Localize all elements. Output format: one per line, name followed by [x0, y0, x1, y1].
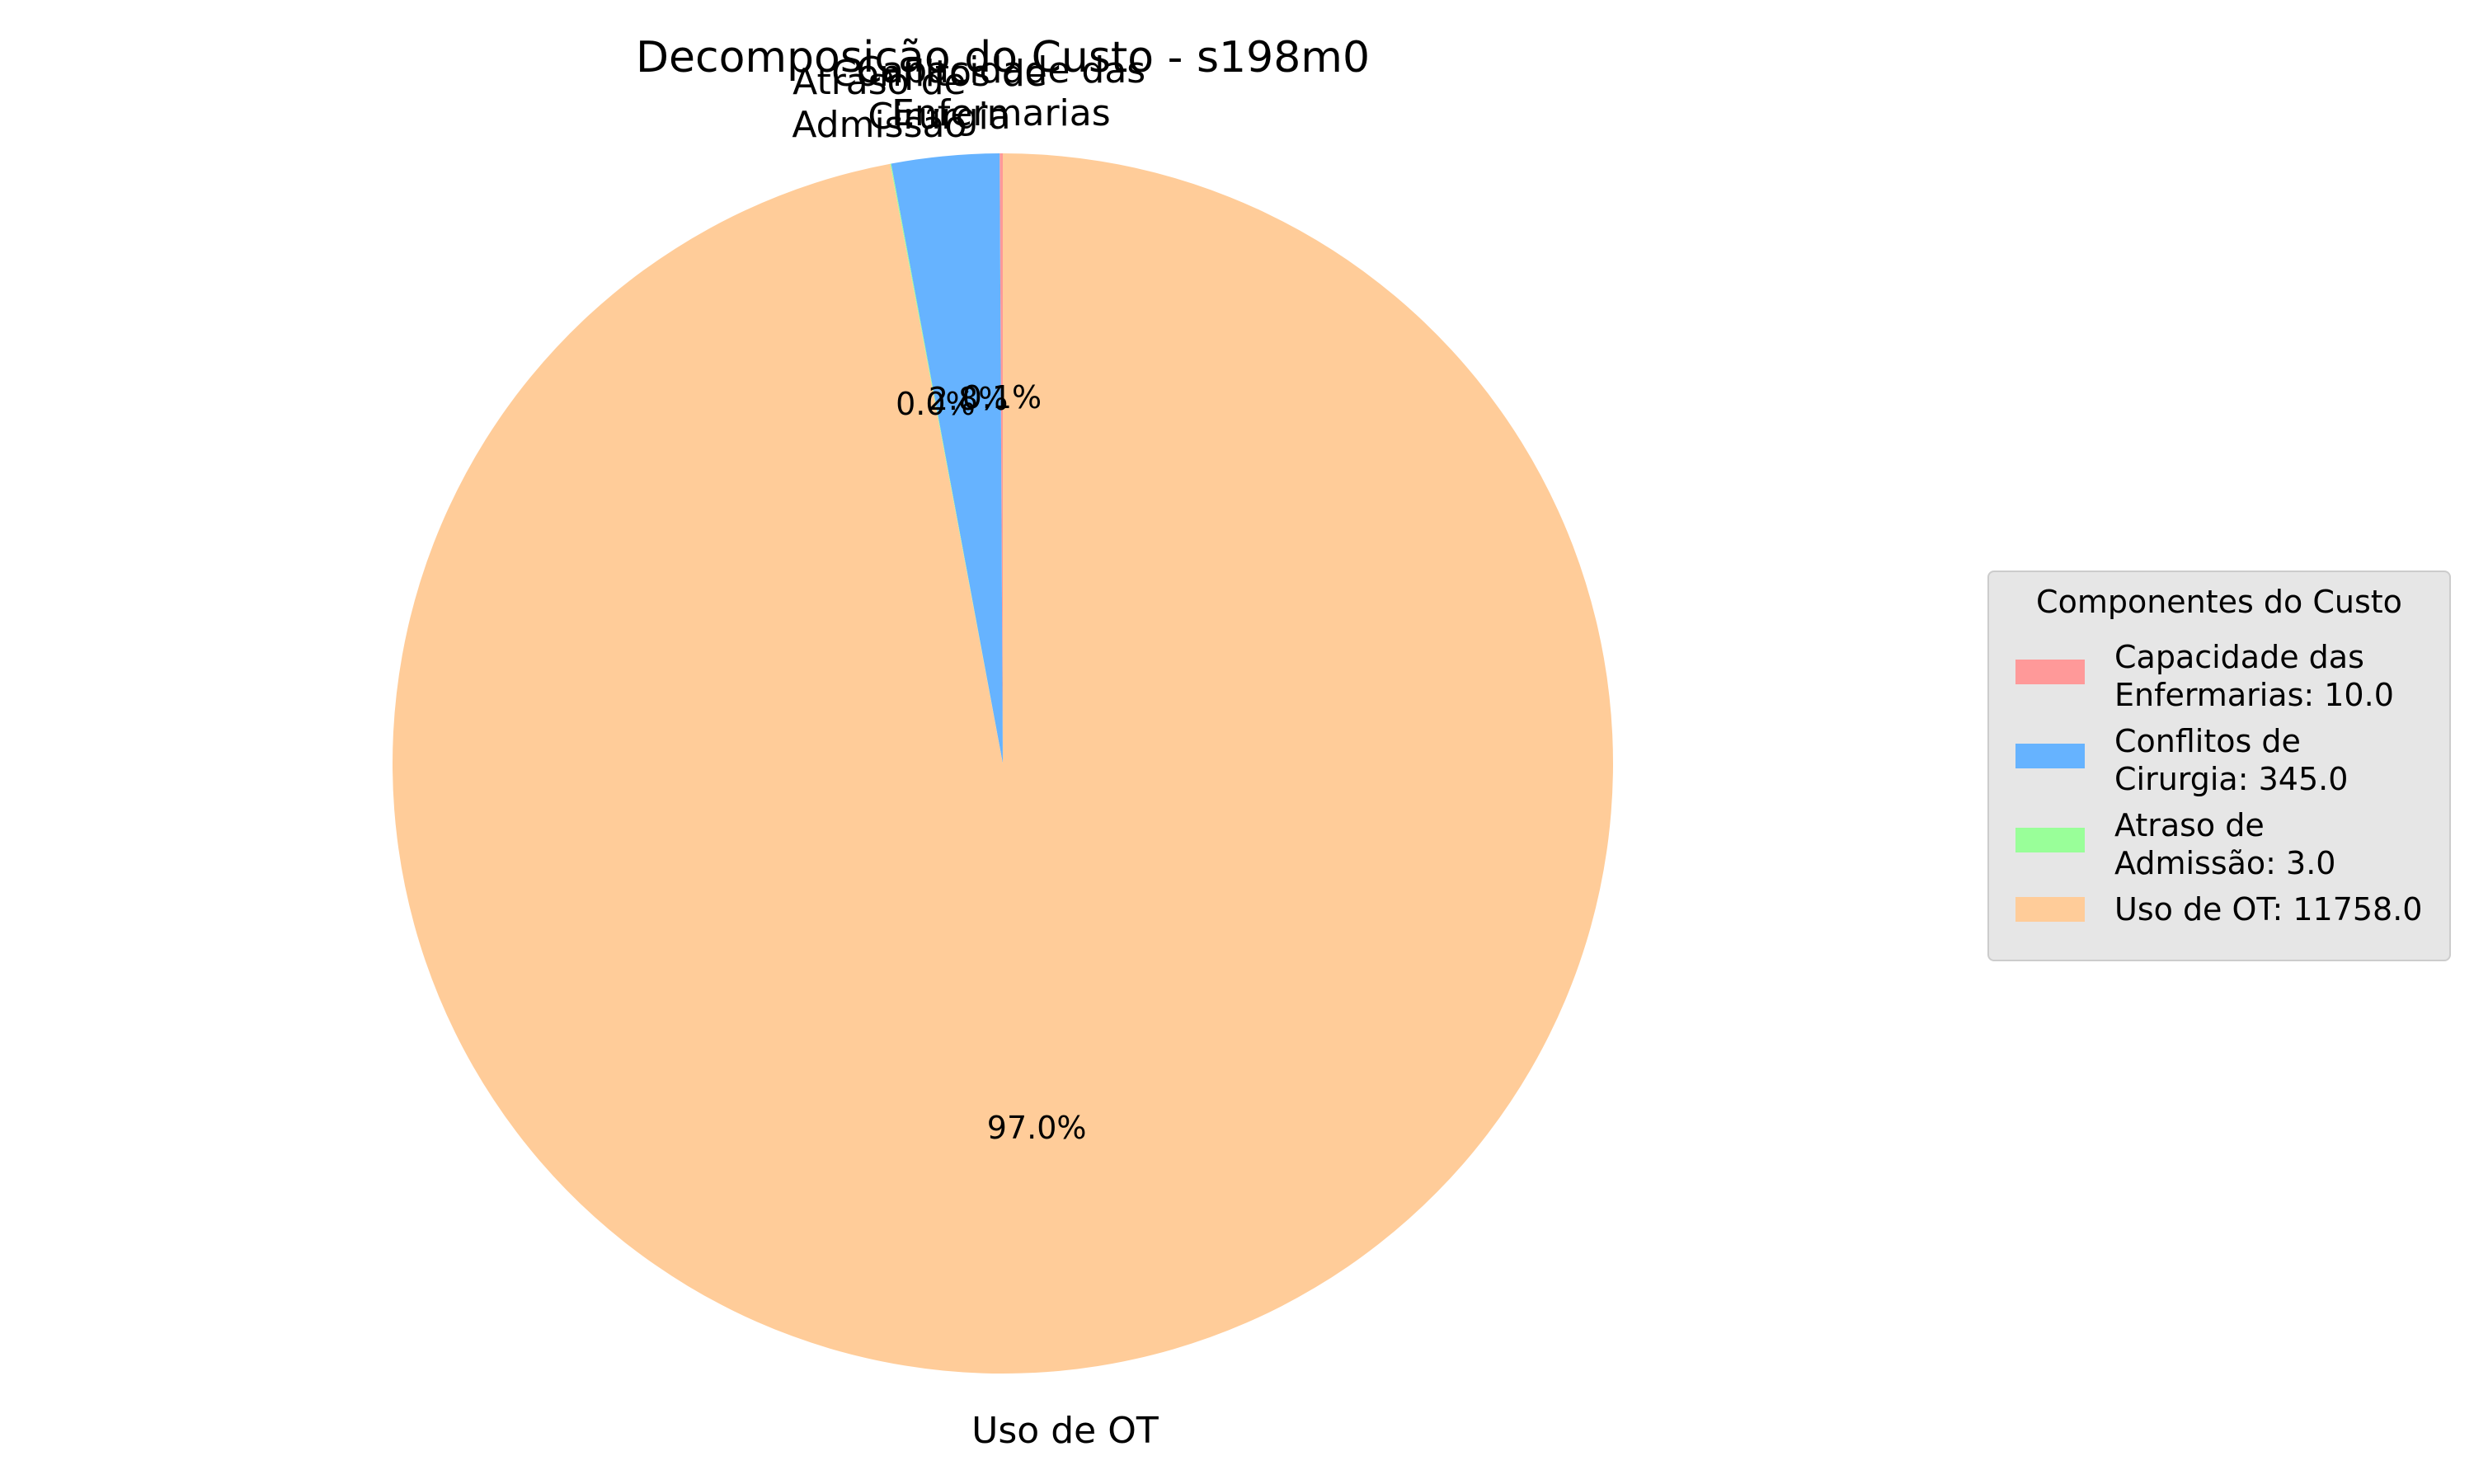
slice-label-capacidade: Capacidade das Enfermarias — [856, 49, 1146, 134]
legend-label-conflitos: Conflitos de Cirurgia: 345.0 — [2114, 723, 2349, 797]
legend: Componentes do Custo Capacidade das Enfe… — [1987, 571, 2451, 961]
pie-slice-conflitos — [891, 153, 1003, 763]
slice-label-atraso: Atraso de Admissão — [792, 60, 967, 146]
legend-swatch-conflitos — [2015, 744, 2085, 768]
legend-swatch-atraso — [2015, 828, 2085, 852]
legend-swatch-capacidade — [2015, 660, 2085, 684]
chart-title: Decomposição do Custo - s198m0 — [635, 33, 1371, 82]
legend-item-atraso: Atraso de Admissão: 3.0 — [2006, 806, 2434, 889]
slice-pct-conflitos: 2.8% — [928, 380, 1009, 417]
legend-item-conflitos: Conflitos de Cirurgia: 345.0 — [2006, 722, 2434, 805]
pie-slice-atraso — [890, 163, 1003, 763]
slice-label-uso-ot: Uso de OT — [971, 1410, 1159, 1453]
slice-label-conflitos: Conflitos de Cirurgia — [831, 52, 1047, 138]
legend-label-uso-ot: Uso de OT: 11758.0 — [2114, 891, 2423, 928]
slice-pct-uso-ot: 97.0% — [986, 1110, 1087, 1147]
legend-label-atraso: Atraso de Admissão: 3.0 — [2114, 807, 2336, 881]
legend-label-capacidade: Capacidade das Enfermarias: 10.0 — [2114, 639, 2394, 713]
legend-item-uso-ot: Uso de OT: 11758.0 — [2006, 890, 2434, 973]
legend-item-capacidade: Capacidade das Enfermarias: 10.0 — [2006, 638, 2434, 721]
legend-swatch-uso-ot — [2015, 897, 2085, 922]
pie-slice-capacidade — [999, 153, 1003, 763]
slice-pct-capacidade: 0.1% — [962, 379, 1042, 416]
slice-pct-atraso: 0.0% — [896, 385, 976, 422]
legend-title: Componentes do Custo — [2036, 584, 2402, 620]
pie-slice-uso-ot — [393, 153, 1614, 1374]
